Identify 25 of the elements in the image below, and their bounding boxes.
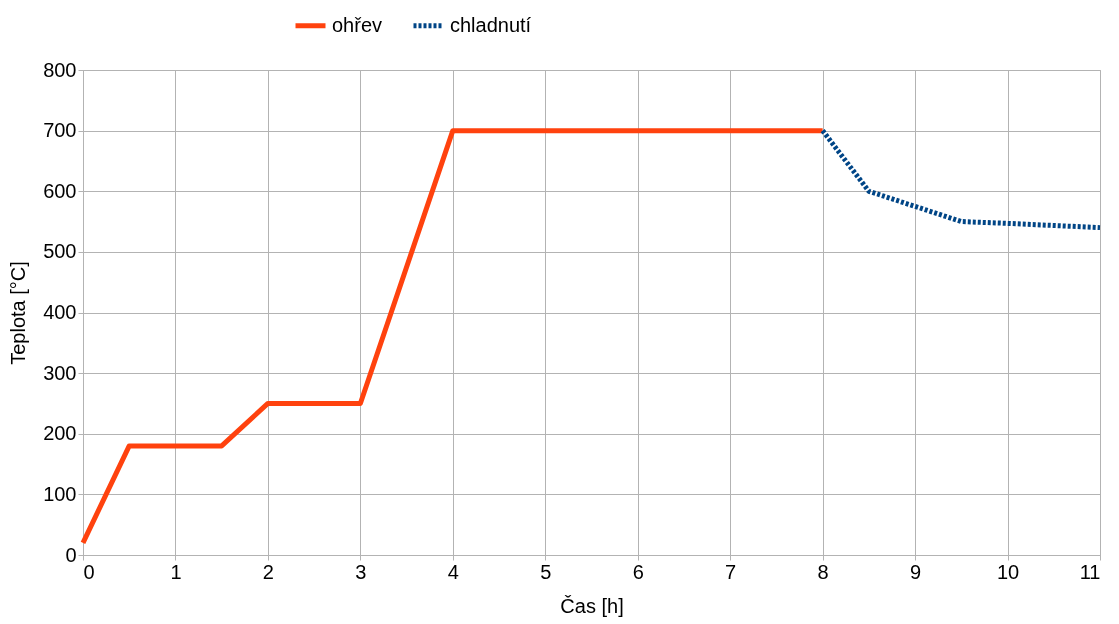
x-tick-label: 4 — [447, 560, 459, 583]
x-tick-label: 8 — [817, 560, 829, 583]
x-tick-label: 9 — [910, 560, 922, 583]
x-tick-label: 6 — [632, 560, 644, 583]
y-tick-label: 0 — [65, 543, 77, 566]
x-axis-title: Čas [h] — [560, 594, 624, 617]
y-tick-label: 500 — [43, 240, 77, 263]
x-tick-label: 10 — [996, 560, 1020, 583]
x-tick-label: 0 — [83, 560, 95, 583]
y-tick-label: 600 — [43, 179, 77, 202]
x-tick-label: 3 — [355, 560, 367, 583]
y-tick-label: 300 — [43, 361, 77, 384]
y-tick-label: 100 — [43, 482, 77, 505]
legend-label: ohřev — [332, 13, 383, 36]
x-tick-label: 2 — [262, 560, 274, 583]
y-tick-label: 700 — [43, 119, 77, 142]
x-tick-label: 7 — [725, 560, 737, 583]
x-tick-label: 11 — [1079, 560, 1101, 583]
y-axis-title: Teplota [°C] — [7, 261, 30, 365]
y-tick-label: 800 — [43, 58, 77, 81]
legend-label: chladnutí — [450, 13, 532, 36]
x-tick-label: 5 — [540, 560, 552, 583]
x-tick-label: 1 — [170, 560, 182, 583]
y-tick-label: 200 — [43, 422, 77, 445]
y-tick-label: 400 — [43, 301, 77, 323]
